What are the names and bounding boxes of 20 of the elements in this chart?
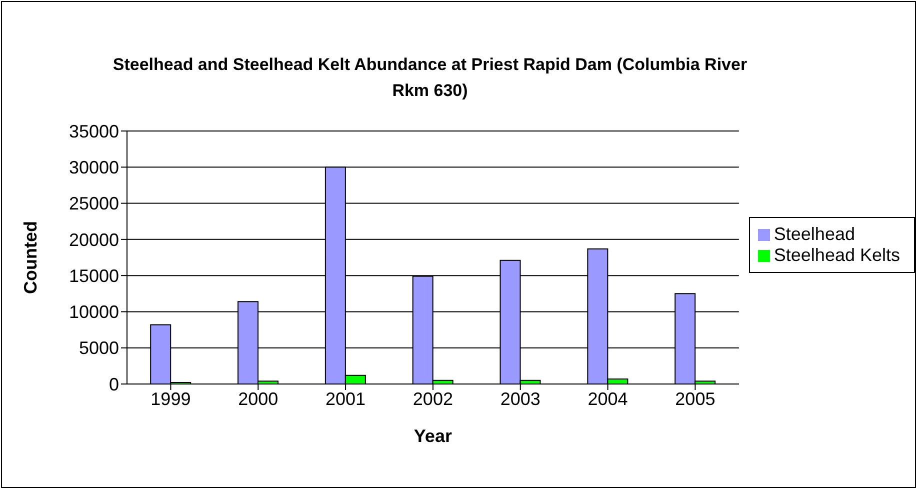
- x-tick-label: 2004: [588, 388, 628, 409]
- y-tick-label: 0: [108, 374, 119, 394]
- y-tick-label: 35000: [68, 121, 119, 142]
- y-tick-label: 30000: [68, 158, 119, 178]
- x-tick-label: 2002: [412, 388, 453, 409]
- x-tick-label: 1999: [150, 388, 191, 409]
- legend-label: Steelhead: [774, 224, 855, 244]
- y-tick-label: 5000: [78, 338, 119, 358]
- y-tick-label: 25000: [68, 194, 119, 214]
- x-axis-title: Year: [414, 426, 452, 446]
- x-tick-label: 2000: [238, 388, 278, 409]
- y-tick-label: 15000: [68, 266, 119, 286]
- y-axis-title: Counted: [20, 221, 40, 294]
- y-tick-label: 10000: [68, 302, 119, 322]
- legend-label: Steelhead Kelts: [774, 244, 900, 264]
- chart-title: Steelhead and Steelhead Kelt Abundance at Priest Rapid Dam (Columbia River Rkm 630): [112, 54, 748, 102]
- x-tick-label: 2005: [675, 388, 716, 409]
- x-tick-label: 2003: [500, 388, 540, 409]
- x-tick-label: 2001: [326, 388, 366, 409]
- y-tick-label: 20000: [68, 230, 119, 250]
